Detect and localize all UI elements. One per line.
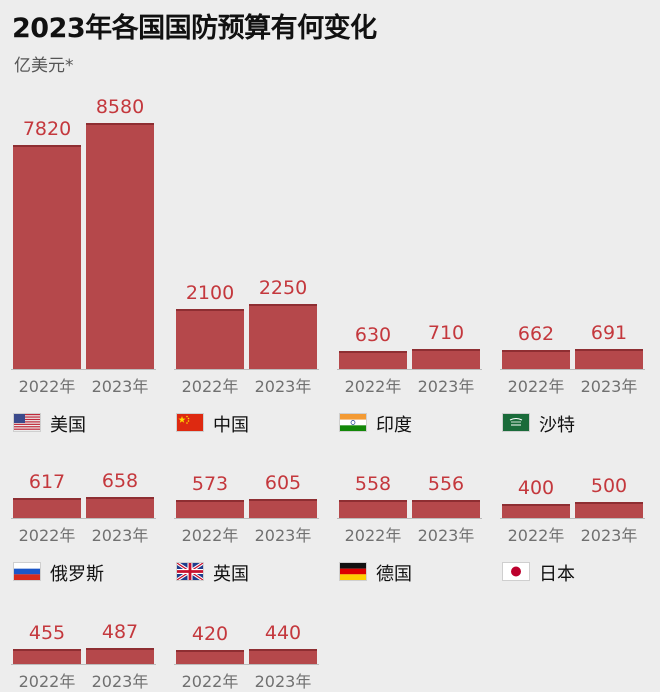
- year-tick-label: 2022年: [181, 526, 239, 545]
- bar: [86, 123, 154, 369]
- bar: [86, 497, 154, 518]
- country-name: 美国: [50, 415, 86, 436]
- uk-flag-icon: [176, 562, 204, 581]
- saudi-flag-icon: [502, 413, 530, 432]
- year-tick-label: 2022年: [18, 377, 76, 396]
- year-tick-label: 2022年: [344, 526, 402, 545]
- panel-baseline: [174, 369, 319, 370]
- panel-baseline: [337, 369, 482, 370]
- value-label: 662: [517, 323, 555, 346]
- year-tick-label: 2023年: [580, 377, 638, 396]
- year-tick-label: 2023年: [254, 526, 312, 545]
- value-label: 691: [590, 322, 628, 345]
- bar: [575, 349, 643, 369]
- bar: [176, 649, 244, 664]
- value-label: 710: [427, 321, 465, 344]
- value-label: 8580: [95, 96, 145, 118]
- panel-baseline: [500, 369, 645, 370]
- bar: [339, 500, 407, 518]
- bar: [412, 500, 480, 518]
- year-tick-label: 2022年: [344, 377, 402, 396]
- value-label: 487: [101, 621, 139, 644]
- unit-label: 亿美元*: [14, 56, 74, 76]
- year-tick-label: 2022年: [507, 377, 565, 396]
- bar: [86, 648, 154, 664]
- value-label: 658: [101, 470, 139, 493]
- country-name: 德国: [376, 564, 412, 585]
- value-label: 420: [191, 622, 229, 645]
- bar: [412, 348, 480, 369]
- panel-baseline: [11, 664, 156, 665]
- panel-baseline: [174, 664, 319, 665]
- bar: [502, 350, 570, 369]
- value-label: 7820: [22, 117, 72, 140]
- value-label: 400: [517, 477, 555, 499]
- country-name: 俄罗斯: [50, 564, 104, 585]
- value-label: 556: [427, 473, 465, 496]
- us-flag-icon: [13, 413, 41, 432]
- value-label: 500: [590, 474, 628, 497]
- india-flag-icon: [339, 413, 367, 432]
- panel-baseline: [11, 369, 156, 370]
- country-name: 日本: [539, 564, 575, 585]
- year-tick-label: 2022年: [181, 377, 239, 396]
- page-title: 2023年各国国防预算有何变化: [12, 13, 377, 44]
- bar: [575, 501, 643, 518]
- value-label: 617: [28, 471, 66, 494]
- value-label: 573: [191, 472, 229, 495]
- bar: [13, 144, 81, 369]
- bar: [502, 504, 570, 518]
- year-tick-label: 2023年: [91, 526, 149, 545]
- year-tick-label: 2022年: [507, 526, 565, 545]
- germany-flag-icon: [339, 562, 367, 581]
- year-tick-label: 2022年: [18, 526, 76, 545]
- bar: [339, 350, 407, 369]
- panel-baseline: [337, 518, 482, 519]
- value-label: 2250: [258, 277, 308, 300]
- japan-flag-icon: [502, 562, 530, 581]
- bar: [13, 648, 81, 664]
- bar: [176, 308, 244, 369]
- year-tick-label: 2023年: [254, 672, 312, 691]
- panel-baseline: [500, 518, 645, 519]
- year-tick-label: 2022年: [18, 672, 76, 691]
- year-tick-label: 2023年: [254, 377, 312, 396]
- country-name: 印度: [376, 415, 412, 436]
- value-label: 2100: [185, 281, 235, 304]
- value-label: 455: [28, 621, 66, 644]
- russia-flag-icon: [13, 562, 41, 581]
- year-tick-label: 2022年: [181, 672, 239, 691]
- country-name: 沙特: [539, 415, 575, 436]
- panel-baseline: [174, 518, 319, 519]
- bar: [249, 649, 317, 664]
- year-tick-label: 2023年: [417, 377, 475, 396]
- bar: [249, 304, 317, 369]
- year-tick-label: 2023年: [417, 526, 475, 545]
- panel-baseline: [11, 518, 156, 519]
- value-label: 605: [264, 471, 302, 494]
- china-flag-icon: [176, 413, 204, 432]
- bar: [13, 498, 81, 518]
- country-name: 英国: [213, 564, 249, 585]
- value-label: 558: [354, 473, 392, 495]
- value-label: 630: [354, 323, 392, 346]
- bar: [176, 499, 244, 518]
- year-tick-label: 2023年: [91, 377, 149, 396]
- bar: [249, 498, 317, 518]
- year-tick-label: 2023年: [91, 672, 149, 691]
- value-label: 440: [264, 622, 302, 645]
- country-name: 中国: [213, 415, 249, 436]
- year-tick-label: 2023年: [580, 526, 638, 545]
